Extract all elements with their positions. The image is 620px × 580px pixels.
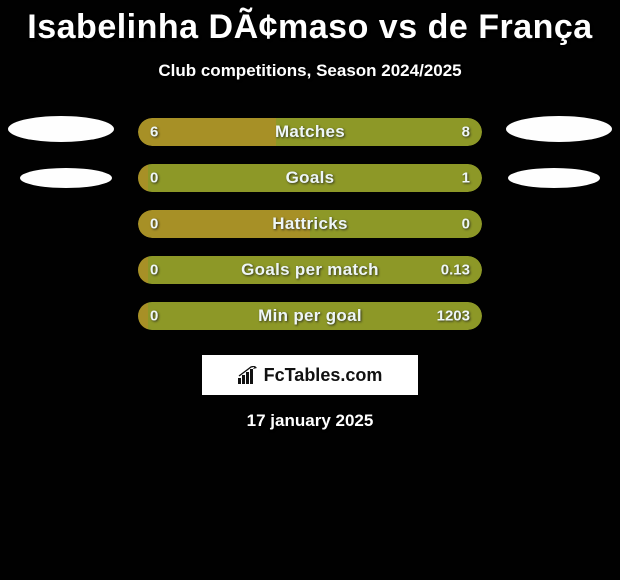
bar-track [138,210,482,238]
bar-fill-right [276,118,482,146]
chart-icon [238,366,260,384]
bar-fill-left [138,118,276,146]
stat-row: 6 Matches 8 [0,109,620,155]
bar-track [138,302,482,330]
player-left-marker [20,168,112,188]
stat-row: 0 Hattricks 0 [0,201,620,247]
bar-fill-right [310,210,482,238]
stat-row: 0 Min per goal 1203 [0,293,620,339]
bar-fill-right [148,164,482,192]
date-text: 17 january 2025 [0,411,620,431]
bar-fill-left [138,302,148,330]
bar-fill-left [138,256,148,284]
bar-fill-left [138,164,148,192]
bar-track [138,256,482,284]
bar-track [138,118,482,146]
player-left-marker [8,116,114,142]
bar-fill-right [148,302,482,330]
player-right-marker [508,168,600,188]
brand-text: FcTables.com [264,365,383,386]
subtitle: Club competitions, Season 2024/2025 [0,61,620,81]
stat-row: 0 Goals per match 0.13 [0,247,620,293]
comparison-rows: 6 Matches 8 0 Goals 1 0 Hattricks 0 0 Go… [0,109,620,339]
player-right-marker [506,116,612,142]
bar-track [138,164,482,192]
brand-badge: FcTables.com [202,355,418,395]
stat-row: 0 Goals 1 [0,155,620,201]
bar-fill-left [138,210,310,238]
page-title: Isabelinha DÃ¢maso vs de França [0,0,620,47]
bar-fill-right [148,256,482,284]
